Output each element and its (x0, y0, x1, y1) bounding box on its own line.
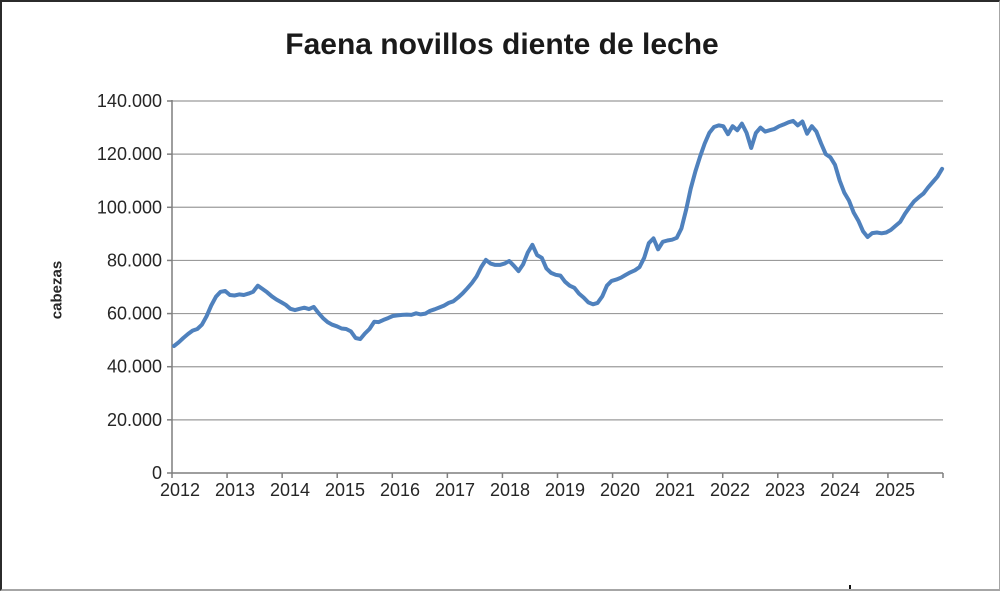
stray-mark (849, 585, 851, 589)
y-tick-label: 0 (152, 463, 162, 483)
x-tick-label: 2014 (270, 480, 310, 500)
x-tick-label: 2018 (490, 480, 530, 500)
x-tick-label: 2019 (545, 480, 585, 500)
y-tick-label: 60.000 (107, 304, 162, 324)
chart-title: Faena novillos diente de leche (285, 28, 719, 61)
y-tick-label: 120.000 (97, 144, 162, 164)
x-tick-label: 2016 (380, 480, 420, 500)
x-tick-label: 2015 (325, 480, 365, 500)
x-tick-label: 2012 (160, 480, 200, 500)
x-tick-label: 2023 (765, 480, 805, 500)
y-tick-label: 80.000 (107, 250, 162, 270)
x-tick-label: 2020 (600, 480, 640, 500)
y-tick-label: 100.000 (97, 197, 162, 217)
y-tick-label: 140.000 (97, 91, 162, 111)
x-tick-label: 2021 (655, 480, 695, 500)
y-tick-label: 20.000 (107, 410, 162, 430)
x-tick-label: 2022 (710, 480, 750, 500)
x-tick-label: 2025 (875, 480, 915, 500)
x-tick-label: 2024 (820, 480, 860, 500)
x-tick-label: 2017 (435, 480, 475, 500)
x-tick-label: 2013 (215, 480, 255, 500)
data-series-line (172, 118, 945, 348)
y-tick-label: 40.000 (107, 357, 162, 377)
